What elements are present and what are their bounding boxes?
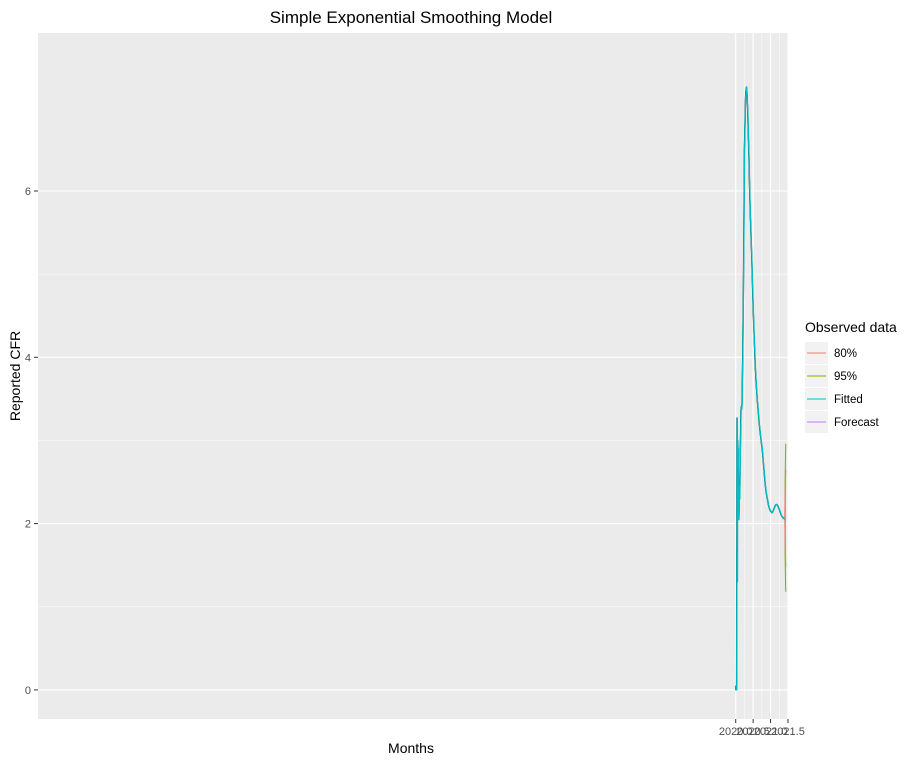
chart-title: Simple Exponential Smoothing Model: [270, 8, 553, 27]
legend-label: Fitted: [834, 394, 863, 406]
forecast-80-lower-edge: [784, 518, 787, 567]
plot-panel: [38, 33, 788, 719]
x-tick-label: 2020.0: [719, 726, 753, 738]
y-tick-label: 6: [25, 186, 31, 198]
legend-title: Observed data: [805, 319, 897, 335]
legend-label: 80%: [834, 348, 857, 360]
fitted-series-line: [735, 86, 786, 691]
forecast-intervals: [784, 443, 787, 592]
legend-items: 80% 95% Fitted Forecast: [805, 342, 880, 433]
series-lines: [735, 86, 786, 691]
legend: Observed data 80% 95% Fitted Forecast: [805, 319, 897, 433]
x-axis-title: Months: [388, 740, 434, 756]
legend-label: Forecast: [834, 417, 880, 429]
x-tick-label: 2021.0: [754, 726, 788, 738]
y-axis-ticks: 0 2 4 6: [25, 186, 38, 697]
y-axis-title: Reported CFR: [7, 331, 23, 421]
legend-label: 95%: [834, 371, 857, 383]
forecast-80-upper-edge: [784, 470, 787, 519]
x-tick-label: 2021.5: [771, 726, 805, 738]
y-tick-label: 2: [25, 519, 31, 531]
x-tick-label: 2020.5: [736, 726, 770, 738]
y-tick-label: 4: [25, 352, 31, 364]
grid-lines: [38, 33, 789, 719]
y-tick-label: 0: [25, 685, 31, 697]
